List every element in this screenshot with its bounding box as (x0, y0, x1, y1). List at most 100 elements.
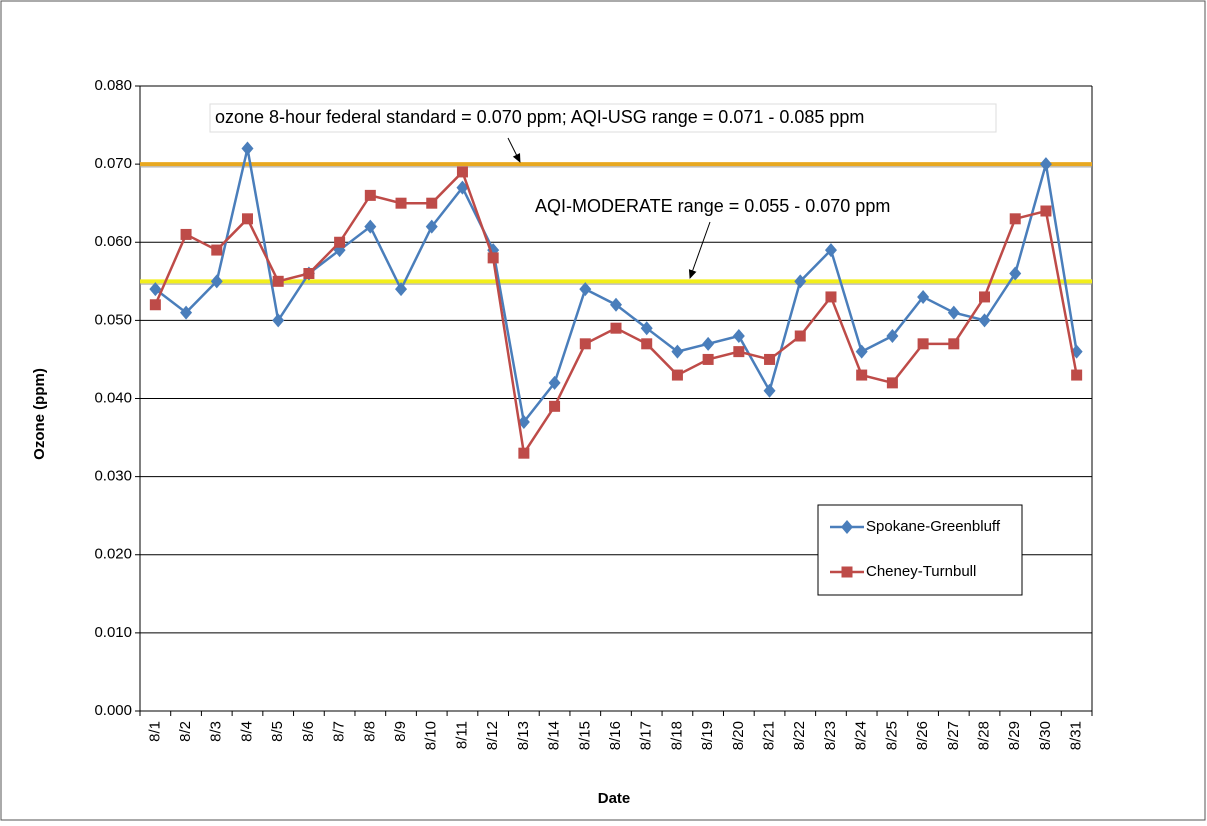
point (579, 338, 591, 350)
y-tick-label: 0.010 (94, 624, 132, 641)
point (364, 219, 377, 234)
point (886, 377, 898, 389)
x-tick-label: 8/8 (361, 721, 378, 742)
point (272, 275, 284, 287)
legend-box (817, 504, 1023, 596)
x-tick-label: 8/21 (761, 721, 778, 750)
x-tick-label: 8/5 (269, 721, 286, 742)
y-axis-label: Ozone (ppm) (31, 368, 48, 460)
y-tick-label: 0.020 (94, 546, 132, 563)
point (641, 338, 653, 350)
x-tick-label: 8/22 (791, 721, 808, 750)
y-tick-label: 0.080 (94, 77, 132, 94)
point (702, 336, 715, 351)
annotation: AQI-MODERATE range = 0.055 - 0.070 ppm (535, 196, 890, 216)
x-tick-label: 8/14 (546, 721, 563, 750)
x-tick-label: 8/19 (699, 721, 716, 750)
point (180, 228, 192, 240)
y-tick-label: 0.040 (94, 389, 132, 406)
x-tick-label: 8/11 (453, 721, 470, 749)
point (241, 213, 253, 225)
point (272, 313, 285, 328)
x-tick-label: 8/31 (1068, 721, 1085, 750)
x-tick-label: 8/2 (177, 721, 194, 742)
x-tick-label: 8/20 (730, 721, 747, 750)
x-tick-label: 8/28 (975, 721, 992, 750)
x-tick-label: 8/9 (392, 721, 409, 742)
y-tick-label: 0.070 (94, 155, 132, 172)
y-tick-label: 0.050 (94, 311, 132, 328)
point (886, 329, 899, 343)
annotation-box (209, 103, 997, 133)
x-tick-label: 8/12 (484, 721, 501, 750)
point (947, 305, 960, 320)
point (149, 299, 161, 311)
point (456, 180, 469, 195)
y-tick-label: 0.000 (94, 702, 132, 719)
point (856, 369, 868, 381)
x-tick-label: 8/6 (300, 721, 317, 742)
y-tick-label: 0.060 (94, 233, 132, 250)
point (579, 282, 592, 297)
point (855, 344, 868, 359)
x-tick-label: 8/13 (515, 721, 532, 750)
x-tick-label: 8/18 (668, 721, 685, 750)
point (1071, 369, 1083, 381)
point (425, 219, 438, 234)
point (1009, 266, 1022, 281)
point (456, 166, 468, 178)
x-tick-label: 8/30 (1037, 721, 1054, 750)
x-tick-label: 8/4 (238, 721, 255, 742)
point (149, 282, 162, 297)
point (732, 329, 745, 343)
point (610, 322, 622, 334)
x-tick-label: 8/3 (208, 721, 225, 742)
point (825, 291, 837, 303)
x-tick-label: 8/10 (423, 721, 440, 750)
point (794, 274, 807, 289)
point (640, 321, 653, 336)
point (794, 330, 806, 342)
point (764, 353, 776, 365)
point (487, 252, 499, 264)
point (241, 141, 254, 156)
annotation: ozone 8-hour federal standard = 0.070 pp… (215, 107, 864, 127)
x-tick-label: 8/17 (638, 721, 655, 750)
point (610, 297, 622, 312)
point (395, 282, 408, 297)
point (824, 243, 837, 258)
point (426, 197, 438, 209)
point (180, 305, 193, 320)
x-tick-label: 8/1 (146, 721, 163, 742)
x-tick-label: 8/27 (945, 721, 962, 750)
x-tick-label: 8/29 (1006, 721, 1023, 750)
point (1039, 157, 1052, 172)
annotation-arrow (688, 221, 711, 279)
x-tick-label: 8/23 (822, 721, 839, 750)
annotation-arrow (507, 137, 521, 163)
point (518, 447, 530, 459)
point (549, 400, 561, 412)
point (702, 353, 714, 365)
point (364, 189, 376, 201)
point (917, 289, 930, 304)
point (1009, 213, 1021, 225)
point (211, 244, 223, 256)
x-tick-label: 8/24 (853, 721, 870, 750)
point (210, 274, 223, 289)
legend-label: Cheney-Turnbull (866, 563, 976, 580)
legend-label: Spokane-Greenbluff (866, 518, 1001, 535)
point (978, 313, 991, 328)
x-tick-label: 8/7 (331, 721, 348, 742)
point (979, 291, 991, 303)
x-tick-label: 8/25 (883, 721, 900, 750)
point (671, 344, 684, 359)
point (917, 338, 929, 350)
y-tick-label: 0.030 (94, 468, 132, 485)
point (303, 268, 315, 279)
point (733, 346, 745, 358)
x-tick-label: 8/16 (607, 721, 624, 750)
legend-marker (841, 520, 853, 534)
x-axis-label: Date (598, 790, 631, 807)
